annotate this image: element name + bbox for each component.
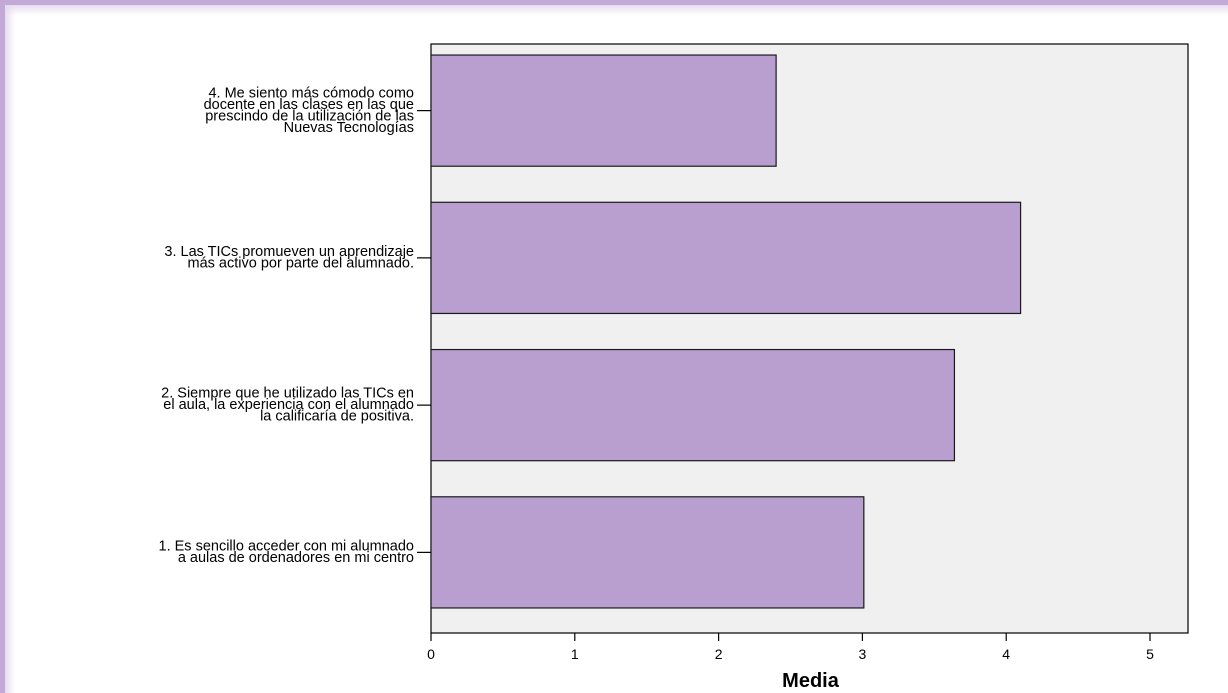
category-label-line: 2. Siempre que he utilizado las TICs en: [161, 386, 414, 402]
category-labels: 1. Es sencillo acceder con mi alumnado a …: [159, 85, 415, 566]
category-label-2: 2. Siempre que he utilizado las TICs en e…: [161, 386, 414, 425]
frame-shadow-top: [5, 5, 1228, 15]
category-label-line: Nuevas Tecnologías: [284, 120, 414, 136]
category-label-line: la calificaría de positiva.: [260, 409, 414, 425]
category-label-line: 3. Las TICs promueven un aprendizaje: [164, 244, 414, 260]
bar-1: [430, 496, 865, 609]
category-label-1: 1. Es sencillo acceder con mi alumnado a …: [159, 539, 415, 567]
x-tick-label-4: 4: [1002, 646, 1010, 662]
category-label-3: 3. Las TICs promueven un aprendizaje más …: [164, 244, 414, 272]
x-tick-label-5: 5: [1146, 646, 1154, 662]
bar-4: [430, 54, 777, 167]
frame-shadow-left: [5, 5, 15, 693]
category-label-line: prescindo de la utilización de las: [205, 108, 414, 124]
bar-2: [430, 348, 956, 462]
x-tick-label-1: 1: [571, 646, 579, 662]
x-tick-label-3: 3: [859, 646, 867, 662]
category-label-line: 4. Me siento más cómodo como: [208, 85, 414, 101]
y-axis-ticks: [417, 110, 431, 553]
bar-3: [430, 201, 1022, 315]
bars-group: [430, 54, 1022, 609]
category-label-line: docente en las clases en las que: [204, 97, 414, 113]
category-label-line: a aulas de ordenadores en mi centro: [178, 550, 414, 566]
category-label-line: 1. Es sencillo acceder con mi alumnado: [159, 539, 415, 555]
x-tick-label-0: 0: [427, 646, 435, 662]
category-label-line: el aula, la experiencia con el alumnado: [163, 397, 414, 413]
category-label-line: más activo por parte del alumnado.: [188, 256, 415, 272]
category-label-4: 4. Me siento más cómodo como docente en l…: [204, 85, 414, 136]
x-tick-label-2: 2: [715, 646, 723, 662]
x-axis-title: Media: [782, 670, 840, 692]
x-axis-ticks: 0 1 2 3 4 5: [427, 633, 1154, 662]
